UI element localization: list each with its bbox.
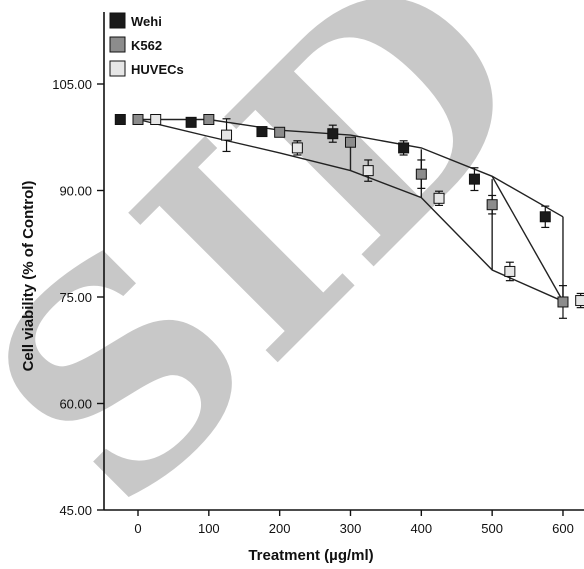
data-point (468, 173, 480, 185)
data-point (433, 192, 445, 204)
x-ticks: 0 100 200 300 400 500 600 (134, 510, 574, 536)
legend-label-wehi: Wehi (131, 14, 162, 29)
x-tick-label: 400 (410, 521, 432, 536)
x-axis-title: Treatment (µg/ml) (248, 547, 373, 564)
data-point (415, 168, 427, 180)
legend-swatch-wehi (109, 12, 126, 29)
data-point (539, 211, 551, 223)
data-point (203, 114, 215, 125)
x-tick-label: 0 (134, 521, 141, 536)
legend-label-huvecs: HUVECs (131, 62, 184, 77)
data-point (291, 142, 303, 154)
data-point (150, 114, 162, 125)
legend-swatch-k562 (109, 36, 126, 53)
legend-item-huvecs: HUVECs (109, 60, 184, 77)
envelope-diagonal (491, 175, 564, 302)
data-point (504, 265, 516, 277)
data-point (398, 142, 410, 154)
data-point (114, 114, 126, 125)
x-tick-label: 100 (198, 521, 220, 536)
data-point (557, 296, 569, 308)
x-tick-label: 500 (481, 521, 503, 536)
x-tick-label: 300 (340, 521, 362, 536)
data-point (327, 128, 339, 140)
y-ticks: 45.00 60.00 75.00 90.00 105.00 (52, 77, 104, 518)
data-point (344, 136, 356, 148)
legend: Wehi K562 HUVECs (109, 12, 184, 77)
y-tick-label: 45.00 (59, 503, 92, 518)
data-marks (114, 114, 584, 319)
series-huvecs (150, 114, 584, 309)
x-tick-label: 200 (269, 521, 291, 536)
series-k562 (132, 114, 569, 319)
data-point (362, 165, 374, 177)
data-point (274, 126, 286, 138)
y-tick-label: 75.00 (59, 290, 92, 305)
y-axis-title: Cell viability (% of Control) (20, 181, 37, 372)
series-wehi (114, 114, 551, 229)
data-point (132, 114, 144, 125)
data-point (185, 116, 197, 128)
y-tick-label: 105.00 (52, 77, 92, 92)
legend-item-k562: K562 (109, 36, 162, 53)
x-tick-label: 600 (552, 521, 574, 536)
legend-swatch-huvecs (109, 60, 126, 77)
data-point (256, 126, 268, 138)
data-point (486, 199, 498, 211)
y-tick-label: 90.00 (59, 184, 92, 199)
data-point (221, 129, 233, 141)
legend-item-wehi: Wehi (109, 12, 162, 29)
data-point (575, 295, 584, 307)
legend-label-k562: K562 (131, 38, 162, 53)
y-tick-label: 60.00 (59, 397, 92, 412)
